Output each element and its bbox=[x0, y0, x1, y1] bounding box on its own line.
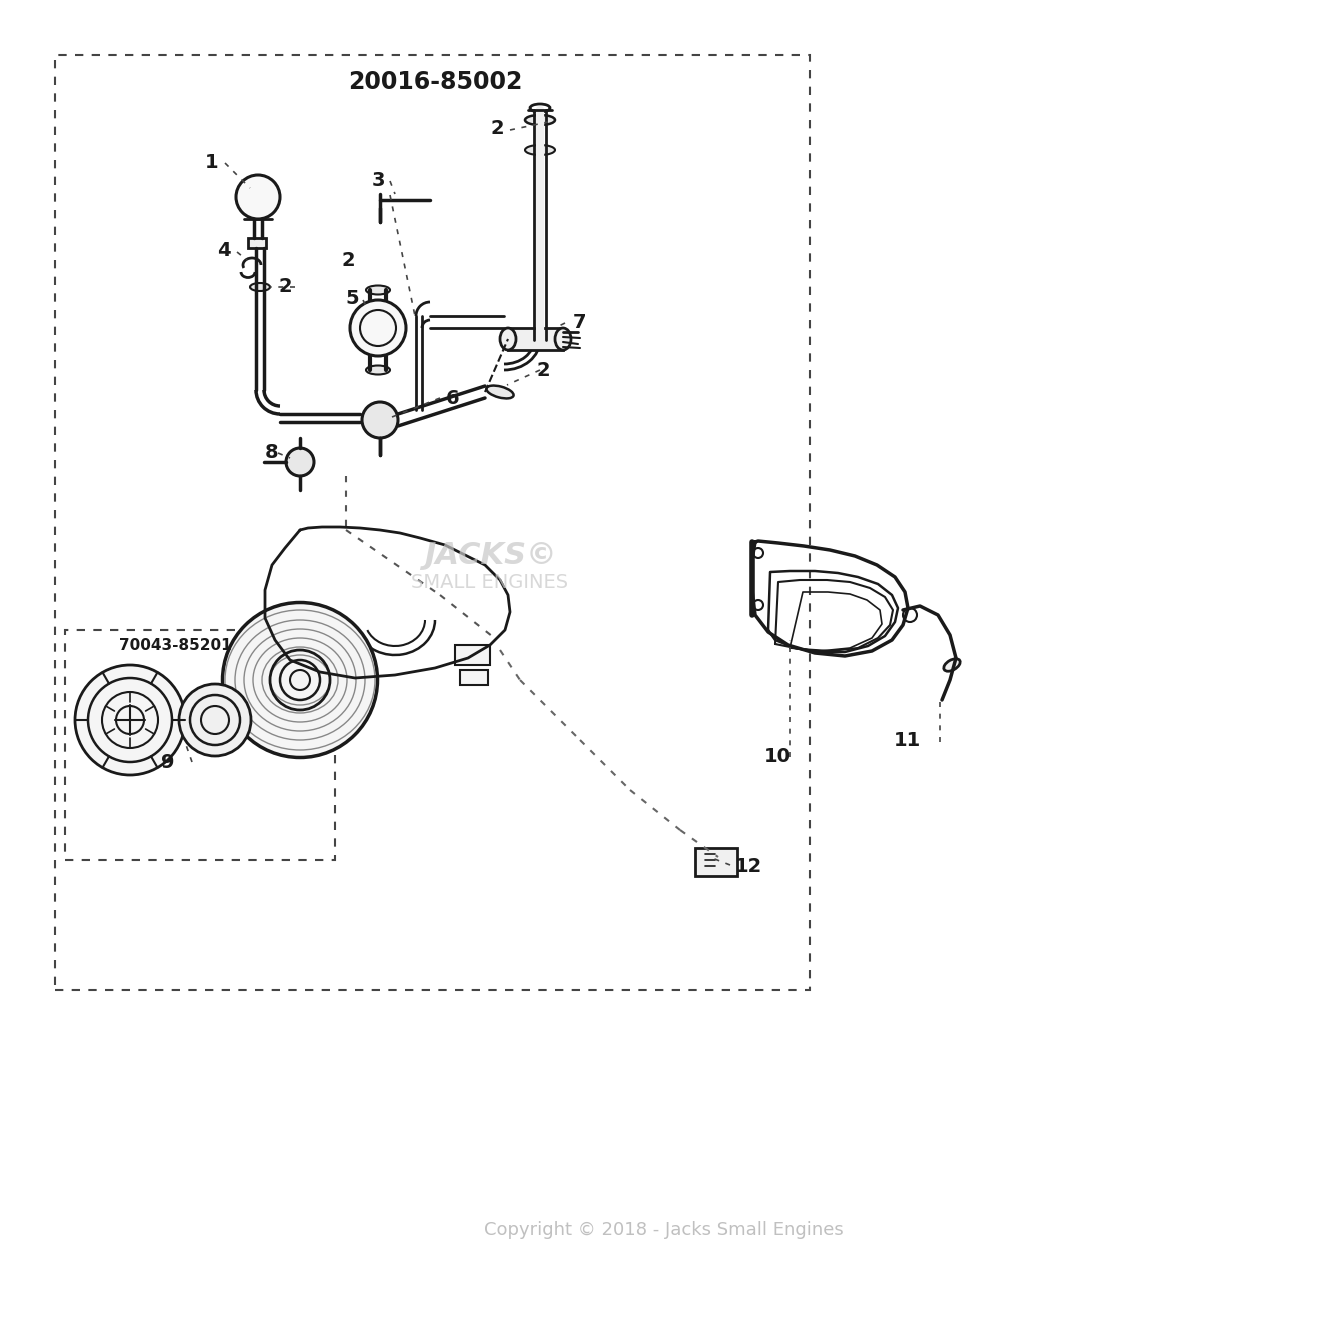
Text: 9: 9 bbox=[161, 753, 175, 771]
Bar bbox=[695, 848, 737, 876]
Ellipse shape bbox=[223, 602, 377, 758]
Text: 4: 4 bbox=[218, 241, 231, 259]
Ellipse shape bbox=[486, 386, 514, 398]
Circle shape bbox=[179, 684, 251, 755]
Text: SMALL ENGINES: SMALL ENGINES bbox=[412, 573, 568, 591]
Bar bbox=[65, 630, 335, 860]
Bar bbox=[459, 671, 487, 685]
Text: 1: 1 bbox=[206, 152, 219, 172]
Ellipse shape bbox=[367, 285, 390, 294]
Text: 2: 2 bbox=[490, 118, 503, 137]
Bar bbox=[54, 55, 810, 991]
Ellipse shape bbox=[944, 659, 960, 671]
Text: 10: 10 bbox=[764, 747, 790, 766]
Bar bbox=[248, 238, 266, 249]
Text: JACKS©: JACKS© bbox=[424, 540, 556, 570]
Text: 7: 7 bbox=[574, 313, 587, 332]
Text: 2: 2 bbox=[537, 360, 550, 379]
Ellipse shape bbox=[525, 116, 555, 125]
Text: 2: 2 bbox=[278, 277, 292, 297]
Text: 8: 8 bbox=[266, 444, 279, 462]
Text: 20016-85002: 20016-85002 bbox=[348, 70, 522, 94]
Text: 11: 11 bbox=[894, 731, 920, 750]
Text: 3: 3 bbox=[372, 171, 385, 190]
Text: 12: 12 bbox=[734, 857, 762, 876]
Text: 5: 5 bbox=[345, 289, 359, 309]
Circle shape bbox=[363, 402, 398, 438]
Ellipse shape bbox=[367, 366, 390, 375]
Circle shape bbox=[236, 175, 280, 219]
Text: 6: 6 bbox=[446, 388, 459, 407]
Ellipse shape bbox=[555, 328, 571, 349]
Ellipse shape bbox=[250, 284, 270, 292]
Circle shape bbox=[351, 300, 406, 356]
Text: 70043-85201: 70043-85201 bbox=[118, 637, 231, 652]
Ellipse shape bbox=[501, 328, 517, 349]
Ellipse shape bbox=[525, 145, 555, 155]
Circle shape bbox=[74, 665, 185, 775]
Circle shape bbox=[286, 448, 313, 476]
Bar bbox=[509, 328, 563, 349]
Text: Copyright © 2018 - Jacks Small Engines: Copyright © 2018 - Jacks Small Engines bbox=[485, 1220, 843, 1239]
Bar bbox=[456, 645, 490, 665]
Text: 2: 2 bbox=[341, 250, 355, 270]
